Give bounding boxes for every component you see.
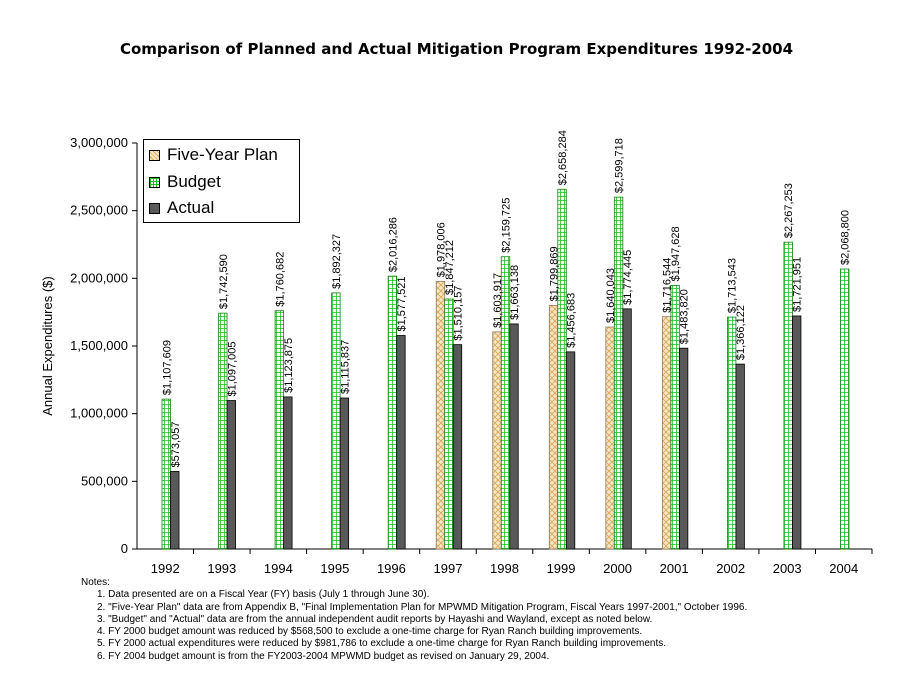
bar-actual	[565, 351, 576, 550]
note-line: 6. FY 2004 budget amount is from the FY2…	[97, 650, 550, 662]
x-tick-label: 2002	[716, 561, 745, 576]
data-label: $1,847,212	[444, 240, 456, 295]
bar-five-year-plan	[435, 280, 446, 550]
data-label: $1,774,445	[622, 250, 634, 305]
note-line: 2. "Five-Year Plan" data are from Append…	[97, 601, 748, 613]
bar-five-year-plan	[548, 305, 559, 550]
data-label: $1,115,837	[339, 340, 351, 394]
data-label: $1,721,951	[792, 257, 804, 312]
data-label: $1,097,005	[226, 341, 238, 396]
data-label: $2,658,284	[557, 130, 569, 185]
bar-actual	[339, 397, 350, 550]
x-tick-label: 1997	[434, 561, 463, 576]
bar-actual	[509, 323, 519, 550]
x-tick-label: 2000	[603, 561, 632, 576]
legend-item-five-year-plan: Five-Year Plan	[149, 144, 278, 166]
bar-budget	[557, 188, 567, 550]
legend: Five-Year Plan Budget Actual	[143, 139, 300, 223]
bar-five-year-plan	[492, 331, 502, 550]
data-label: $1,947,628	[670, 226, 682, 281]
bar-five-year-plan	[661, 316, 672, 550]
y-tick-label: 500,000	[81, 473, 128, 488]
bar-actual	[226, 400, 236, 550]
note-line: 5. FY 2000 actual expenditures were redu…	[97, 638, 667, 650]
data-label: $1,799,869	[549, 246, 561, 301]
bar-budget	[840, 268, 850, 550]
x-tick-label: 1998	[490, 561, 519, 576]
axes: 0 500,000 1,000,000 1,500,000 2,000,000 2,500…	[40, 135, 873, 576]
data-label: $1,510,157	[452, 286, 464, 341]
bar-budget	[331, 292, 341, 550]
data-label: $1,978,006	[435, 222, 447, 277]
data-label: $1,603,917	[492, 273, 504, 328]
five-year-plan-swatch	[149, 149, 160, 161]
data-label: $1,123,875	[283, 338, 295, 393]
bars	[161, 188, 850, 550]
x-tick-label: 1992	[151, 561, 180, 576]
value-labels: $1,107,609 $573,057 $1,742,590 $1,097,005 $1…	[161, 130, 851, 467]
x-tick-label: 2001	[660, 561, 689, 576]
data-label: $2,267,253	[783, 183, 795, 238]
data-label: $1,892,327	[331, 234, 343, 289]
y-tick-label: 0	[121, 541, 128, 556]
data-label: $1,742,590	[218, 254, 230, 309]
notes-heading: Notes:	[81, 577, 110, 588]
data-label: $1,366,122	[735, 305, 747, 360]
bar-actual	[283, 396, 293, 550]
note-line: 4. FY 2000 budget amount was reduced by …	[97, 626, 643, 638]
data-label: $2,159,725	[501, 198, 513, 253]
y-axis-title: Annual Expenditures ($)	[40, 276, 55, 415]
bar-five-year-plan	[605, 326, 615, 550]
x-tick-label: 1993	[207, 561, 236, 576]
bar-actual	[678, 347, 689, 550]
legend-label-actual: Actual	[167, 198, 215, 217]
data-label: $1,456,683	[566, 293, 578, 348]
y-tick-label: 1,500,000	[70, 338, 128, 353]
budget-swatch	[149, 176, 160, 188]
bar-actual	[792, 315, 802, 550]
y-tick-label: 1,000,000	[70, 406, 128, 421]
legend-label-five-year-plan: Five-Year Plan	[167, 145, 278, 164]
y-tick-label: 2,500,000	[70, 203, 128, 218]
actual-swatch	[149, 202, 160, 214]
bar-actual	[735, 363, 745, 550]
legend-item-budget: Budget	[149, 171, 221, 193]
bar-actual	[396, 335, 406, 550]
x-tick-label: 1999	[547, 561, 576, 576]
data-label: $1,640,043	[605, 268, 617, 323]
bar-actual	[622, 308, 632, 550]
x-tick-label: 2003	[773, 561, 802, 576]
data-label: $1,483,820	[679, 289, 691, 344]
data-label: $1,107,609	[161, 340, 173, 395]
data-label: $2,068,800	[840, 210, 852, 265]
y-tick-label: 2,000,000	[70, 270, 128, 285]
bar-actual	[170, 471, 180, 550]
notes: Notes: 1. Data presented are on a Fiscal…	[81, 577, 747, 663]
data-label: $2,016,286	[387, 217, 399, 272]
legend-item-actual: Actual	[149, 197, 214, 219]
x-tick-label: 1995	[320, 561, 349, 576]
chart-title: Comparison of Planned and Actual Mitigat…	[119, 40, 794, 58]
data-label: $1,663,138	[509, 265, 521, 320]
data-label: $1,760,682	[274, 252, 286, 307]
bar-actual	[452, 344, 463, 550]
data-label: $573,057	[170, 422, 182, 468]
x-tick-label: 2004	[829, 561, 858, 576]
note-line: 1. Data presented are on a Fiscal Year (…	[97, 589, 430, 601]
data-label: $1,713,543	[727, 258, 739, 313]
data-label: $2,599,718	[614, 138, 626, 193]
legend-label-budget: Budget	[167, 172, 221, 191]
note-line: 3. "Budget" and "Actual" data are from t…	[97, 613, 653, 625]
data-label: $1,716,544	[662, 258, 674, 313]
x-tick-label: 1996	[377, 561, 406, 576]
y-tick-label: 3,000,000	[70, 135, 128, 150]
data-label: $1,577,521	[396, 276, 408, 331]
x-tick-label: 1994	[264, 561, 293, 576]
